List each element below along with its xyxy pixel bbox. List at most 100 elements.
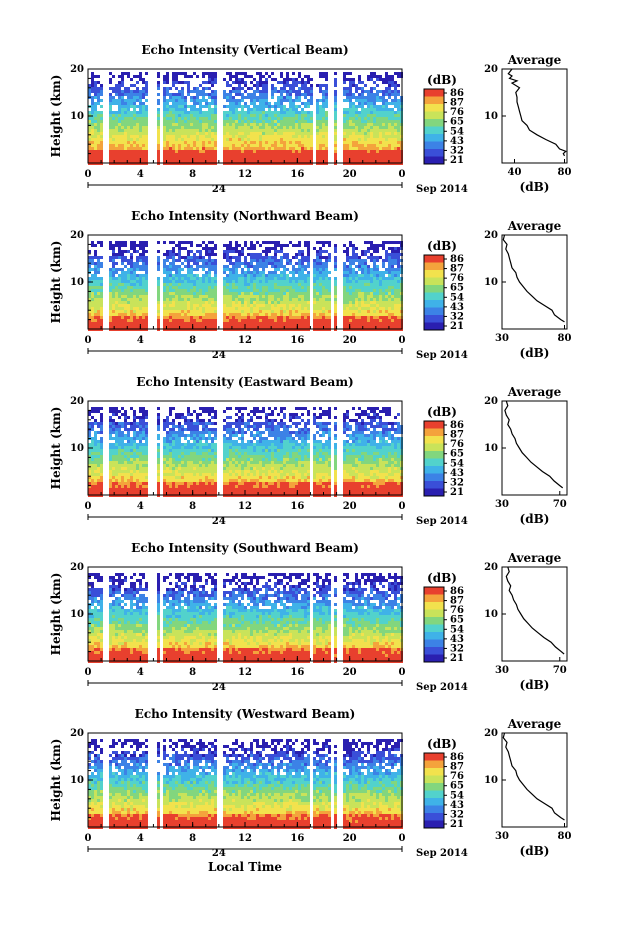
heatmap-cell [382, 138, 385, 141]
heatmap-cell [124, 129, 127, 132]
heatmap-cell [292, 283, 295, 286]
heatmap-cell [127, 153, 130, 156]
heatmap-cell [115, 301, 118, 304]
heatmap-cell [346, 313, 349, 316]
heatmap-cell [190, 274, 193, 277]
heatmap-cell [211, 144, 214, 147]
heatmap-cell [352, 310, 355, 313]
heatmap-cell [286, 111, 289, 114]
heatmap-cell [88, 259, 91, 262]
heatmap-cell [214, 298, 217, 301]
heatmap-cell [121, 310, 124, 313]
heatmap-cell [388, 93, 391, 96]
heatmap-cell [181, 316, 184, 319]
heatmap-cell [97, 96, 100, 99]
heatmap-cell [301, 304, 304, 307]
heatmap-cell [280, 247, 283, 250]
heatmap-cell [124, 153, 127, 156]
heatmap-cell [187, 307, 190, 310]
heatmap-cell [364, 259, 367, 262]
heatmap-cell [289, 313, 292, 316]
heatmap-cell [196, 132, 199, 135]
heatmap-cell [385, 310, 388, 313]
heatmap-cell [289, 132, 292, 135]
heatmap-cell [352, 289, 355, 292]
heatmap-cell [334, 126, 337, 129]
heatmap-cell [145, 280, 148, 283]
heatmap-cell [343, 322, 346, 325]
heatmap-cell [292, 90, 295, 93]
heatmap-cell [118, 256, 121, 259]
heatmap-cell [232, 156, 235, 159]
heatmap-cell [124, 307, 127, 310]
heatmap-cell [232, 75, 235, 78]
heatmap-cell [346, 123, 349, 126]
heatmap-cell [184, 292, 187, 295]
heatmap-cell [142, 138, 145, 141]
heatmap-cell [250, 129, 253, 132]
heatmap-cell [187, 265, 190, 268]
heatmap-cell [286, 274, 289, 277]
heatmap-cell [94, 250, 97, 253]
heatmap-cell [295, 325, 298, 328]
heatmap-cell [349, 132, 352, 135]
heatmap-cell [181, 319, 184, 322]
heatmap-cell [286, 120, 289, 123]
heatmap-cell [274, 123, 277, 126]
heatmap-cell [199, 129, 202, 132]
heatmap-cell [241, 253, 244, 256]
heatmap-cell [259, 81, 262, 84]
heatmap-cell [262, 313, 265, 316]
heatmap-cell [184, 96, 187, 99]
heatmap-cell [388, 150, 391, 153]
heatmap-cell [250, 274, 253, 277]
heatmap-cell [361, 319, 364, 322]
heatmap-cell [319, 277, 322, 280]
heatmap-cell [133, 268, 136, 271]
heatmap-cell [274, 277, 277, 280]
heatmap-cell [145, 301, 148, 304]
heatmap-cell [238, 129, 241, 132]
heatmap-cell [391, 325, 394, 328]
heatmap-cell [190, 159, 193, 162]
heatmap-cell [109, 289, 112, 292]
heatmap-cell [280, 283, 283, 286]
heatmap-cell [382, 117, 385, 120]
heatmap-cell [145, 72, 148, 75]
heatmap-cell [226, 72, 229, 75]
heatmap-cell [385, 316, 388, 319]
heatmap-cell [292, 295, 295, 298]
heatmap-cell [397, 319, 400, 322]
heatmap-cell [301, 123, 304, 126]
heatmap-cell [112, 304, 115, 307]
heatmap-cell [247, 117, 250, 120]
heatmap-cell [322, 111, 325, 114]
heatmap-cell [358, 259, 361, 262]
heatmap-cell [349, 138, 352, 141]
heatmap-cell [169, 274, 172, 277]
heatmap-cell [229, 114, 232, 117]
heatmap-cell [118, 289, 121, 292]
heatmap-cell [319, 283, 322, 286]
heatmap-cell [307, 153, 310, 156]
heatmap-cell [139, 120, 142, 123]
heatmap-cell [373, 93, 376, 96]
heatmap-cell [184, 102, 187, 105]
heatmap-cell [364, 319, 367, 322]
heatmap-cell [232, 102, 235, 105]
colorbar-swatch [424, 89, 444, 97]
heatmap-cell [211, 322, 214, 325]
heatmap-cell [391, 250, 394, 253]
heatmap-cell [211, 310, 214, 313]
heatmap-cell [286, 292, 289, 295]
heatmap-cell [334, 120, 337, 123]
heatmap-cell [187, 274, 190, 277]
heatmap-cell [286, 277, 289, 280]
heatmap-cell [370, 108, 373, 111]
heatmap-cell [166, 274, 169, 277]
heatmap-cell [232, 262, 235, 265]
colorbar-swatch [424, 104, 444, 112]
heatmap-cell [145, 286, 148, 289]
heatmap-cell [109, 286, 112, 289]
heatmap-cell [385, 250, 388, 253]
